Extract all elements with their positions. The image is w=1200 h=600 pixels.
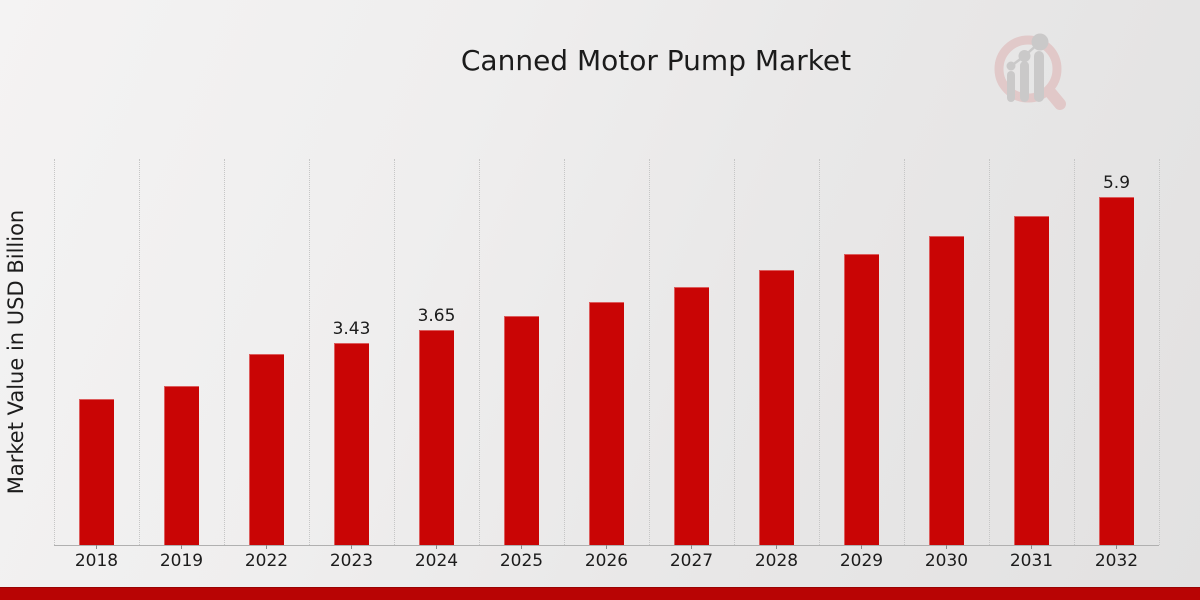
- bar-2029: [844, 254, 879, 545]
- x-axis-tick: [1116, 545, 1117, 549]
- x-axis-tick: [351, 545, 352, 549]
- market-research-magnifier-logo: [994, 33, 1066, 110]
- logo-trend-dot-large: [1031, 33, 1049, 51]
- x-tick-label-2025: 2025: [499, 551, 544, 571]
- x-tick-label-2026: 2026: [584, 551, 629, 571]
- bar-2030: [929, 236, 964, 545]
- gridline: [1158, 159, 1160, 545]
- x-axis-tick: [946, 545, 947, 549]
- x-tick-label-2030: 2030: [924, 551, 969, 571]
- bar-2022: [249, 354, 284, 545]
- bar-2019: [164, 386, 199, 545]
- gridline: [53, 159, 55, 545]
- x-axis-tick: [181, 545, 182, 549]
- gridline: [393, 159, 395, 545]
- chart-title: Canned Motor Pump Market: [460, 44, 852, 77]
- bar-2018: [79, 399, 114, 545]
- logo-trend-dot-medium: [1018, 50, 1031, 62]
- x-tick-label-2032: 2032: [1094, 551, 1139, 571]
- gridline: [733, 159, 735, 545]
- x-tick-label-2023: 2023: [329, 551, 374, 571]
- x-tick-label-2031: 2031: [1009, 551, 1054, 571]
- logo-bar-medium: [1020, 61, 1029, 102]
- x-axis-tick: [521, 545, 522, 549]
- gridline: [223, 159, 225, 545]
- bar-2027: [674, 287, 709, 545]
- bar-2032: [1099, 197, 1134, 545]
- gridline: [903, 159, 905, 545]
- bar-2024: [419, 330, 454, 545]
- bar-2031: [1014, 216, 1049, 545]
- x-tick-label-2022: 2022: [244, 551, 289, 571]
- gridline: [308, 159, 310, 545]
- gridline: [648, 159, 650, 545]
- x-tick-label-2027: 2027: [669, 551, 714, 571]
- x-axis-tick: [776, 545, 777, 549]
- brand-footer-band: [0, 587, 1200, 600]
- logo-trend-dot-small: [1006, 61, 1016, 71]
- bar-2023: [334, 343, 369, 545]
- bar-2025: [504, 316, 539, 545]
- logo-magnifier-handle: [1044, 86, 1066, 110]
- gridline: [563, 159, 565, 545]
- x-tick-label-2029: 2029: [839, 551, 884, 571]
- gridline: [138, 159, 140, 545]
- x-axis-tick: [691, 545, 692, 549]
- plot-area: 2018 2019 2022 3.43 2023 3.65 2024 2025 2026 2027…: [53, 159, 1160, 571]
- x-tick-label-2018: 2018: [74, 551, 119, 571]
- bar-2026: [589, 302, 624, 545]
- x-axis-tick: [96, 545, 97, 549]
- bar-value-label-2032: 5.9: [1102, 173, 1131, 193]
- x-axis-tick: [861, 545, 862, 549]
- gridline: [988, 159, 990, 545]
- x-tick-label-2028: 2028: [754, 551, 799, 571]
- logo-bar-tall: [1034, 51, 1044, 102]
- x-axis-tick: [436, 545, 437, 549]
- x-axis-tick: [266, 545, 267, 549]
- bar-value-label-2023: 3.43: [332, 319, 371, 339]
- gridline: [1073, 159, 1075, 545]
- logo-bar-small: [1007, 71, 1015, 102]
- y-axis-title: Market Value in USD Billion: [4, 209, 28, 495]
- gridline: [478, 159, 480, 545]
- x-axis-tick: [1031, 545, 1032, 549]
- x-axis-tick: [606, 545, 607, 549]
- gridline: [818, 159, 820, 545]
- bar-value-label-2024: 3.65: [417, 306, 456, 326]
- bar-2028: [759, 270, 794, 545]
- x-tick-label-2019: 2019: [159, 551, 204, 571]
- x-tick-label-2024: 2024: [414, 551, 459, 571]
